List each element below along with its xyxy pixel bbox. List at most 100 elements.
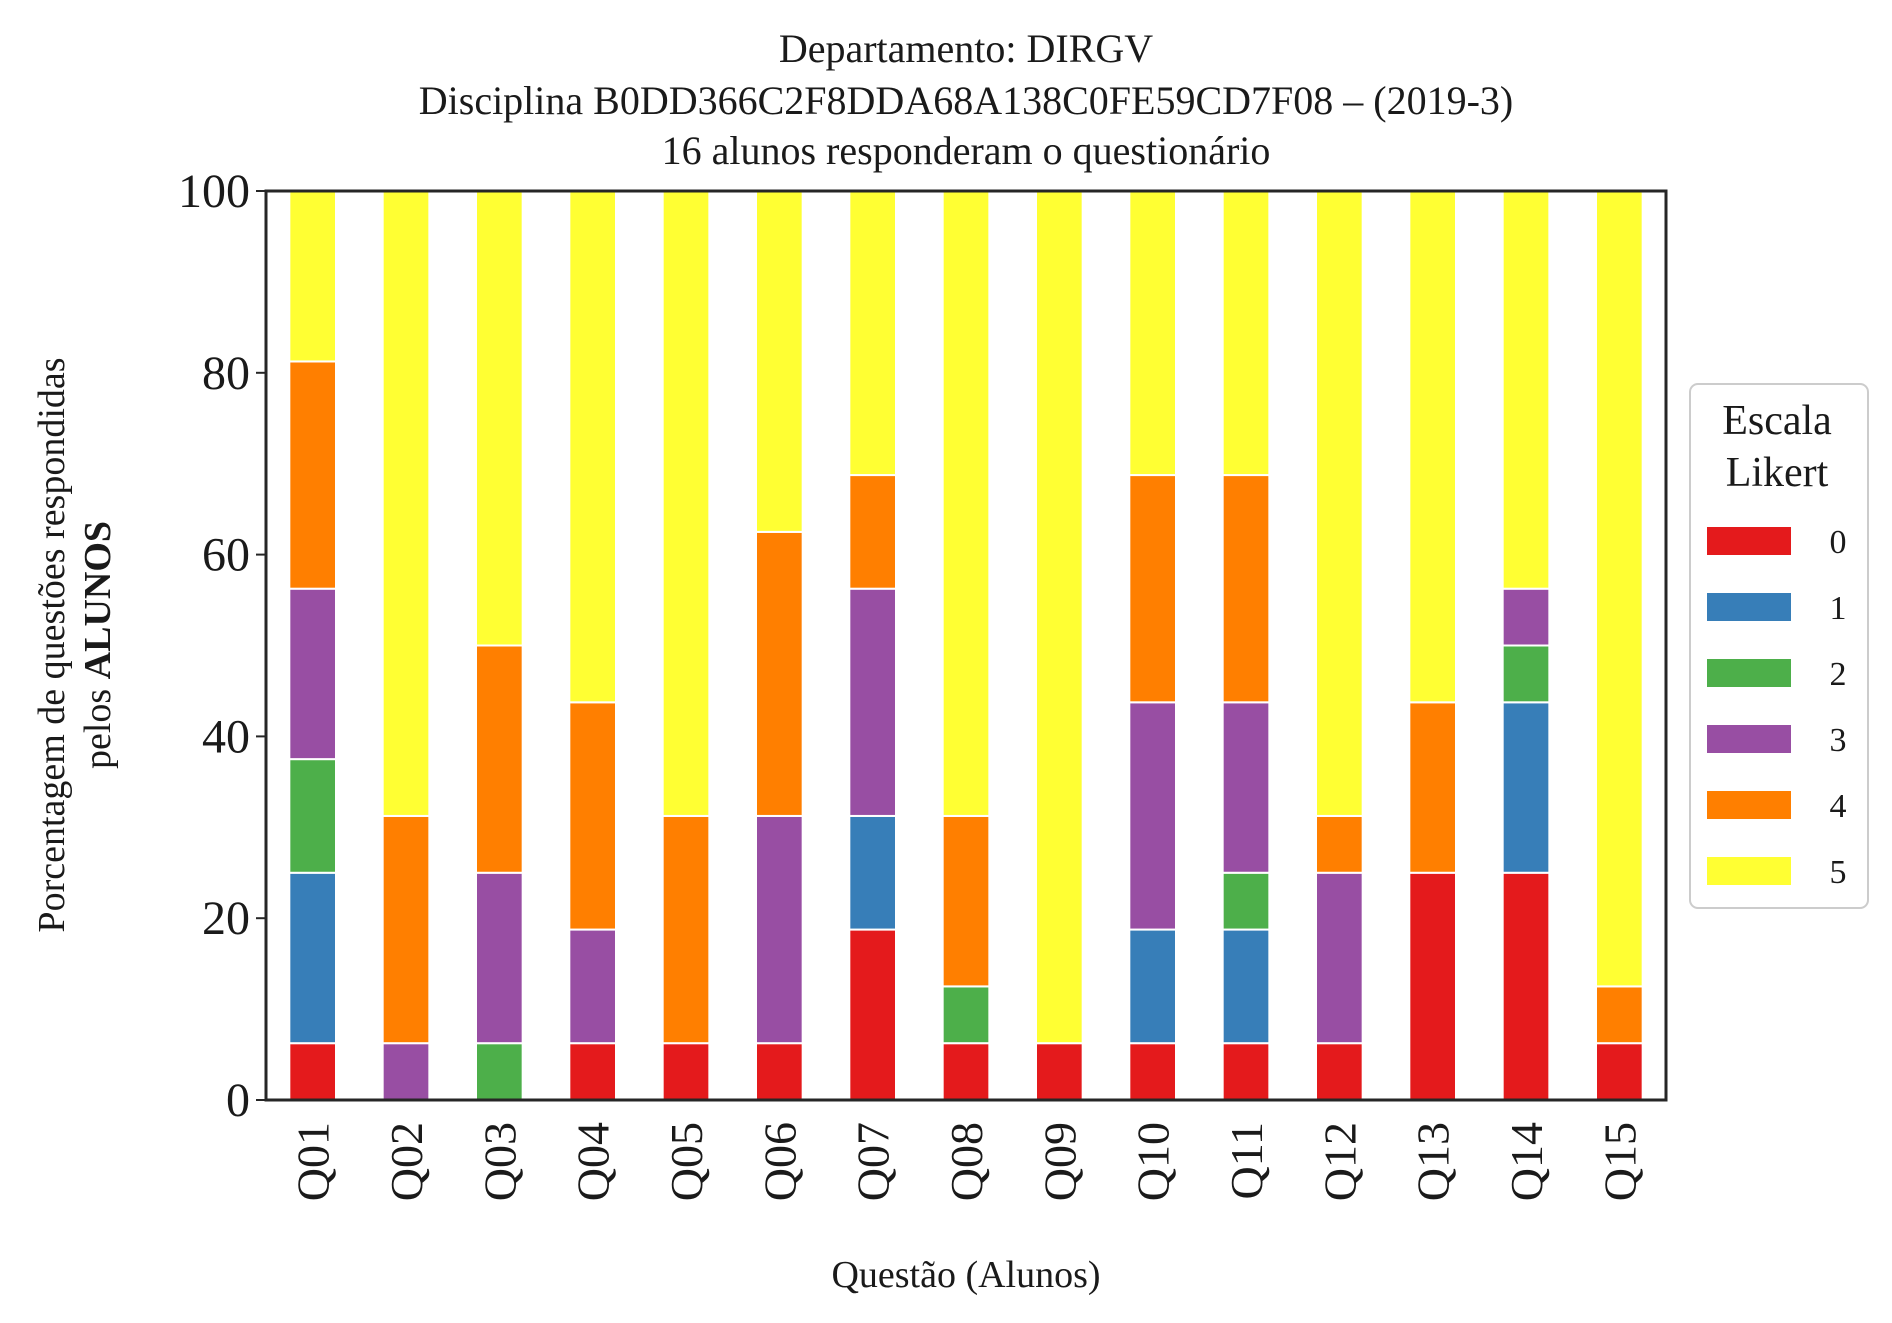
bar-q06-likert-4 xyxy=(755,530,804,817)
bar-q15-likert-0 xyxy=(1595,1042,1644,1101)
x-tick-label-q09: Q09 xyxy=(1034,1122,1085,1201)
legend-swatch-1 xyxy=(1707,593,1791,621)
bar-q06-likert-5 xyxy=(755,190,804,533)
bar-q09-likert-0 xyxy=(1035,1042,1084,1101)
bar-q11-likert-4 xyxy=(1221,474,1271,704)
bar-q10-likert-3 xyxy=(1128,701,1177,931)
bar-q05-likert-4 xyxy=(661,814,711,1045)
legend-frame xyxy=(1689,383,1869,909)
x-tick-label-q13: Q13 xyxy=(1408,1122,1459,1201)
bar-q04-likert-5 xyxy=(568,190,618,704)
bar-q07-likert-4 xyxy=(848,474,898,590)
bar-q13-likert-5 xyxy=(1408,190,1457,704)
bar-q11-likert-2 xyxy=(1221,871,1271,931)
bar-q13-likert-4 xyxy=(1408,701,1457,874)
x-tick-label-q10: Q10 xyxy=(1128,1122,1179,1201)
y-axis-ticks: 0 20 40 60 80 100 xyxy=(178,165,266,1127)
bar-q12-likert-4 xyxy=(1315,814,1364,874)
bar-q14-likert-5 xyxy=(1501,190,1551,590)
legend-label-1: 1 xyxy=(1830,590,1847,627)
legend-label-3: 3 xyxy=(1830,722,1847,759)
title-line-3: 16 alunos responderam o questionário xyxy=(662,128,1271,173)
bar-q04-likert-4 xyxy=(568,701,618,931)
y-axis-label-line-1: Porcentagem de questões respondidas xyxy=(31,357,73,932)
bar-q06-likert-3 xyxy=(755,814,804,1045)
bar-q10-likert-4 xyxy=(1128,474,1177,704)
x-tick-label-q08: Q08 xyxy=(941,1122,992,1201)
x-tick-label-q04: Q04 xyxy=(568,1122,619,1201)
bar-q01-likert-0 xyxy=(288,1042,337,1101)
bar-q02-likert-3 xyxy=(381,1042,431,1101)
y-axis-label: Porcentagem de questões respondidas pelo… xyxy=(31,357,119,932)
bar-q07-likert-5 xyxy=(848,190,898,477)
legend-swatch-2 xyxy=(1707,659,1791,687)
bar-q12-likert-0 xyxy=(1315,1042,1364,1101)
bar-q01-likert-5 xyxy=(288,190,337,363)
title-line-2: Disciplina B0DD366C2F8DDA68A138C0FE59CD7… xyxy=(419,78,1513,123)
bar-q15-likert-4 xyxy=(1595,985,1644,1045)
bars xyxy=(288,190,1644,1101)
legend-swatch-4 xyxy=(1707,791,1791,819)
bar-q14-likert-2 xyxy=(1501,644,1551,704)
bar-q15-likert-5 xyxy=(1595,190,1644,988)
bar-q02-likert-4 xyxy=(381,814,431,1045)
x-axis-label: Questão (Alunos) xyxy=(831,1254,1100,1296)
plot-frame xyxy=(264,189,1668,1102)
bar-q07-likert-1 xyxy=(848,814,898,931)
bar-q11-likert-5 xyxy=(1221,190,1271,477)
bar-q03-likert-3 xyxy=(475,871,524,1045)
y-tick-label-60: 60 xyxy=(202,529,250,582)
x-tick-label-q05: Q05 xyxy=(661,1122,712,1201)
bar-q14-likert-3 xyxy=(1501,587,1551,647)
x-tick-label-q06: Q06 xyxy=(754,1122,805,1201)
bar-q04-likert-0 xyxy=(568,1042,618,1101)
y-tick-label-100: 100 xyxy=(178,165,250,218)
bar-q10-likert-5 xyxy=(1128,190,1177,477)
legend-label-4: 4 xyxy=(1830,788,1847,825)
legend-swatch-3 xyxy=(1707,725,1791,753)
bar-q10-likert-1 xyxy=(1128,928,1177,1045)
bar-q13-likert-0 xyxy=(1408,871,1457,1101)
bar-q03-likert-2 xyxy=(475,1042,524,1101)
bar-q08-likert-4 xyxy=(941,814,991,988)
y-axis-label-prefix: pelos xyxy=(77,679,119,769)
bar-q08-likert-0 xyxy=(941,1042,991,1101)
x-tick-label-q02: Q02 xyxy=(381,1122,432,1201)
y-tick-label-80: 80 xyxy=(202,347,250,400)
bar-q05-likert-0 xyxy=(661,1042,711,1101)
bar-q07-likert-3 xyxy=(848,587,898,817)
legend-swatch-5 xyxy=(1707,857,1791,885)
bar-q14-likert-1 xyxy=(1501,701,1551,874)
bar-q05-likert-5 xyxy=(661,190,711,817)
bar-q04-likert-3 xyxy=(568,928,618,1045)
x-tick-label-q12: Q12 xyxy=(1314,1122,1365,1201)
bar-q11-likert-1 xyxy=(1221,928,1271,1045)
legend-swatch-0 xyxy=(1707,527,1791,555)
y-tick-label-40: 40 xyxy=(202,710,250,763)
x-tick-label-q11: Q11 xyxy=(1221,1122,1272,1200)
bar-q14-likert-0 xyxy=(1501,871,1551,1101)
bar-q02-likert-5 xyxy=(381,190,431,817)
bar-q03-likert-4 xyxy=(475,644,524,874)
legend-title-line-1: Escala xyxy=(1722,398,1832,444)
bar-q06-likert-0 xyxy=(755,1042,804,1101)
x-tick-label-q01: Q01 xyxy=(288,1122,339,1201)
bar-q01-likert-2 xyxy=(288,758,337,874)
bar-q03-likert-5 xyxy=(475,190,524,647)
bar-q01-likert-3 xyxy=(288,587,337,761)
bar-q12-likert-5 xyxy=(1315,190,1364,817)
bar-q11-likert-0 xyxy=(1221,1042,1271,1101)
x-tick-label-q07: Q07 xyxy=(848,1122,899,1201)
legend: Escala Likert 0 1 2 3 4 5 xyxy=(1689,383,1869,909)
bar-q08-likert-5 xyxy=(941,190,991,817)
bar-q11-likert-3 xyxy=(1221,701,1271,874)
chart-title: Departamento: DIRGV Disciplina B0DD366C2… xyxy=(419,26,1513,173)
x-axis-ticks: Q01 Q02 Q03 Q04 Q05 Q06 Q07 Q08 Q09 Q10 Q11 Q12 Q13 Q… xyxy=(288,1122,1646,1201)
bar-q07-likert-0 xyxy=(848,928,898,1101)
legend-title-line-2: Likert xyxy=(1726,450,1829,496)
legend-label-5: 5 xyxy=(1830,854,1847,891)
bar-q12-likert-3 xyxy=(1315,871,1364,1045)
bar-q01-likert-1 xyxy=(288,871,337,1045)
legend-label-0: 0 xyxy=(1830,524,1847,561)
y-tick-label-0: 0 xyxy=(226,1074,250,1127)
